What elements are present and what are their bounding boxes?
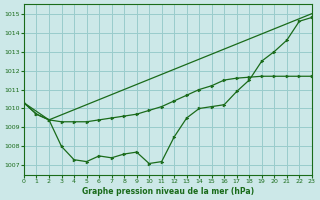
X-axis label: Graphe pression niveau de la mer (hPa): Graphe pression niveau de la mer (hPa) [82,187,254,196]
